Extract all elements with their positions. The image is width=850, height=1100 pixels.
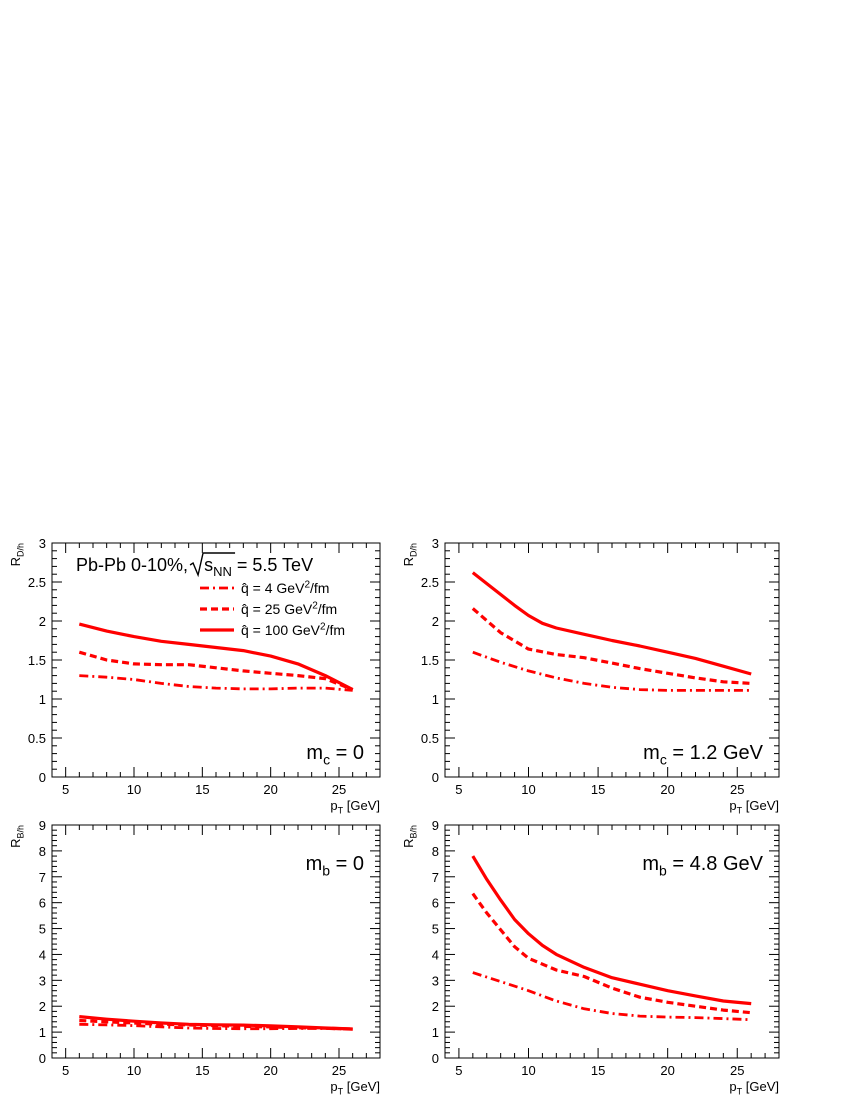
- x-tick-label: 10: [127, 1063, 141, 1078]
- header-energy: sNN = 5.5 TeV: [204, 555, 313, 579]
- y-tick-label: 3: [39, 536, 46, 551]
- x-axis-title: pT [GeV]: [729, 798, 779, 816]
- legend-label: q̂ = 100 GeV2/fm: [241, 622, 345, 638]
- series-line-solid: [78, 622, 354, 692]
- y-axis-title: RD/h: [401, 543, 419, 566]
- series-line-dash-dot: [472, 650, 752, 692]
- x-tick-label: 15: [591, 1063, 605, 1078]
- series-line-solid: [471, 571, 752, 676]
- panel-bottom-right: 5 10 15 20 25 0 1 2 3 4 5 6 7 8 9 pT [GeV] RB/h mb = 4.8 …: [401, 818, 780, 1097]
- y-tick-label: 3: [432, 973, 439, 988]
- y-tick-label: 9: [39, 818, 46, 833]
- x-tick-label: 25: [332, 1063, 346, 1078]
- y-tick-label: 5: [432, 922, 439, 937]
- series-line-dashed: [471, 607, 752, 685]
- y-tick-label: 2: [432, 614, 439, 629]
- y-tick-label: 2: [39, 614, 46, 629]
- x-tick-label: 5: [62, 782, 69, 797]
- x-tick-label: 15: [591, 782, 605, 797]
- y-axis-title: RB/h: [8, 825, 26, 848]
- panel-top-left: 5 10 15 20 25 0 0.5 1 1.5 2 2.5 3 pT [GeV] RD/h Pb-Pb …: [8, 536, 381, 816]
- y-tick-label: 7: [39, 870, 46, 885]
- x-axis-title: pT [GeV]: [330, 1079, 380, 1097]
- y-tick-label: 1.5: [421, 653, 439, 668]
- y-tick-label: 2: [39, 999, 46, 1014]
- y-tick-label: 7: [432, 870, 439, 885]
- panel-annotation: mb = 4.8 GeV: [642, 853, 763, 879]
- y-tick-label: 1.5: [28, 653, 46, 668]
- panel-annotation: mc = 1.2 GeV: [643, 742, 764, 768]
- y-tick-label: 0.5: [28, 731, 46, 746]
- y-tick-label: 1: [39, 1025, 46, 1040]
- series-line-solid: [471, 855, 752, 1006]
- panel-annotation: mc = 0: [306, 742, 364, 768]
- y-axis-title: RD/h: [8, 543, 26, 566]
- y-tick-label: 0: [39, 1051, 46, 1066]
- x-tick-label: 5: [455, 782, 462, 797]
- y-tick-label: 0: [432, 1051, 439, 1066]
- x-tick-label: 15: [195, 1063, 209, 1078]
- y-tick-label: 0.5: [421, 731, 439, 746]
- series-line-dashed: [78, 650, 354, 692]
- header-text: Pb-Pb 0-10%,: [76, 555, 188, 575]
- y-tick-label: 1: [39, 692, 46, 707]
- y-tick-label: 4: [432, 947, 439, 962]
- x-tick-label: 20: [263, 782, 277, 797]
- x-tick-label: 10: [127, 782, 141, 797]
- y-tick-label: 6: [432, 896, 439, 911]
- sqrt-symbol: [189, 552, 204, 578]
- y-tick-label: 8: [432, 844, 439, 859]
- y-tick-label: 4: [39, 947, 46, 962]
- x-tick-label: 20: [263, 1063, 277, 1078]
- x-tick-label: 5: [455, 1063, 462, 1078]
- x-tick-label: 20: [660, 1063, 674, 1078]
- y-tick-label: 2.5: [28, 575, 46, 590]
- y-tick-label: 3: [39, 973, 46, 988]
- legend-label: q̂ = 4 GeV2/fm: [241, 580, 329, 596]
- y-tick-label: 0: [39, 770, 46, 785]
- series-line-solid: [79, 1015, 353, 1031]
- y-tick-label: 2: [432, 999, 439, 1014]
- x-tick-label: 20: [660, 782, 674, 797]
- series-line-dashed: [471, 892, 752, 1015]
- x-tick-label: 25: [332, 782, 346, 797]
- x-axis-title: pT [GeV]: [330, 798, 380, 816]
- y-tick-label: 1: [432, 1025, 439, 1040]
- y-tick-label: 1: [432, 692, 439, 707]
- x-tick-label: 25: [730, 782, 744, 797]
- panel-annotation: mb = 0: [306, 853, 364, 879]
- x-tick-label: 10: [521, 1063, 535, 1078]
- x-tick-label: 25: [730, 1063, 744, 1078]
- legend-label: q̂ = 25 GeV2/fm: [241, 601, 337, 617]
- y-axis-title: RB/h: [401, 825, 419, 848]
- x-tick-label: 5: [62, 1063, 69, 1078]
- y-tick-label: 8: [39, 844, 46, 859]
- chart-header: Pb-Pb 0-10%, sNN = 5.5 TeV: [76, 552, 313, 579]
- y-tick-label: 0: [432, 770, 439, 785]
- y-tick-label: 5: [39, 922, 46, 937]
- panel-top-right: 5 10 15 20 25 0 0.5 1 1.5 2 2.5 3 pT [GeV] RD/h mc = 1…: [401, 536, 780, 816]
- y-tick-label: 3: [432, 536, 439, 551]
- panel-bottom-left: 5 10 15 20 25 0 1 2 3 4 5 6 7 8 9 pT [GeV] RB/h mb = 0: [8, 818, 381, 1097]
- y-tick-label: 2.5: [421, 575, 439, 590]
- x-tick-label: 15: [195, 782, 209, 797]
- y-tick-label: 9: [432, 818, 439, 833]
- y-tick-label: 6: [39, 896, 46, 911]
- series-line-dash-dot: [472, 971, 752, 1022]
- x-tick-label: 10: [521, 782, 535, 797]
- series-line-dash-dot: [79, 674, 353, 692]
- series-line-dash-dot: [79, 1022, 353, 1031]
- x-axis-title: pT [GeV]: [729, 1079, 779, 1097]
